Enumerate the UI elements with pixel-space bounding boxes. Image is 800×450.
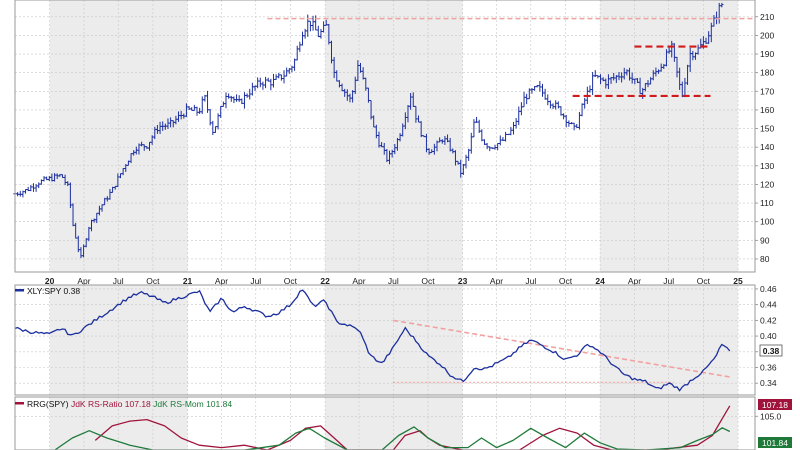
date-tick-label: Apr: [490, 276, 503, 286]
y-tick-label: 170: [760, 86, 774, 96]
year-band: [325, 285, 463, 395]
rrg-legend: RRG(SPY) JdK RS-Ratio 107.18 JdK RS-Mom …: [15, 399, 232, 409]
year-band: [325, 397, 463, 450]
rs-legend: XLY:SPY 0.38: [15, 286, 80, 296]
rrg-legend-prefix: RRG(SPY): [27, 399, 69, 409]
date-tick-label: 23: [458, 276, 468, 286]
date-tick-label: Oct: [284, 276, 298, 286]
rrg-mom-value: 101.84: [762, 438, 788, 448]
y-tick-label: 110: [760, 198, 774, 208]
y-tick-label: 190: [760, 49, 774, 59]
y-tick-label: 105.0: [760, 411, 782, 421]
date-tick-label: Jul: [250, 276, 261, 286]
y-tick-label: 150: [760, 124, 774, 134]
year-band: [600, 0, 739, 272]
y-tick-label: 90: [760, 235, 770, 245]
year-band: [49, 0, 188, 272]
date-tick-label: 24: [595, 276, 605, 286]
rrg-last-value-mom-badge: 101.84: [758, 437, 792, 448]
rrg-mom-box: [758, 437, 792, 448]
price-annotations: [267, 17, 755, 98]
year-band: [325, 0, 463, 272]
date-tick-label: Apr: [352, 276, 365, 286]
date-tick-label: Oct: [421, 276, 435, 286]
year-shading: [49, 0, 739, 272]
y-tick-label: 210: [760, 12, 774, 22]
rrg-ratio-box: [758, 399, 792, 410]
y-tick-label: 0.46: [760, 284, 777, 294]
date-tick-label: 20: [45, 276, 55, 286]
date-tick-label: Apr: [628, 276, 641, 286]
date-tick-label: Jul: [388, 276, 399, 286]
y-tick-label: 130: [760, 161, 774, 171]
rs-legend-swatch: [15, 289, 24, 292]
date-tick-label: 22: [320, 276, 330, 286]
rrg-legend-mom: JdK RS-Mom 101.84: [153, 399, 232, 409]
rs-panel-frame: [14, 284, 756, 396]
y-tick-label: 0.40: [760, 331, 777, 341]
date-axis-labels: 20 Apr Jul Oct 21 Apr Jul Oct 22 Apr Jul Oct 23 Apr Ju…: [45, 276, 743, 286]
y-tick-label: 80: [760, 254, 770, 264]
rrg-last-value-ratio-badge: 107.18: [758, 399, 792, 410]
y-tick-label: 0.34: [760, 378, 777, 388]
rrg-panel: 105.0 RRG(SPY) JdK RS-Ratio 107.18 JdK R…: [14, 396, 792, 450]
y-tick-label: 180: [760, 68, 774, 78]
price-bars: [13, 2, 724, 259]
date-tick-label: 21: [183, 276, 193, 286]
date-tick-label: 25: [733, 276, 743, 286]
date-tick-label: Jul: [663, 276, 674, 286]
date-tick-label: Jul: [113, 276, 124, 286]
rs-last-value: 0.38: [763, 346, 780, 356]
y-tick-label: 100: [760, 217, 774, 227]
y-tick-label: 0.44: [760, 300, 777, 310]
price-panel-frame: [14, 0, 756, 273]
date-tick-label: Oct: [146, 276, 160, 286]
y-tick-label: 120: [760, 179, 774, 189]
year-band: [600, 285, 739, 395]
y-tick-label: 160: [760, 105, 774, 115]
date-tick-label: Oct: [559, 276, 573, 286]
date-tick-label: Jul: [525, 276, 536, 286]
rrg-legend-swatch: [15, 402, 24, 405]
rrg-legend-text: RRG(SPY) JdK RS-Ratio 107.18 JdK RS-Mom …: [27, 399, 232, 409]
rrg-series-line: [94, 405, 731, 450]
y-tick-label: 0.42: [760, 315, 777, 325]
price-grid: [15, 0, 758, 272]
y-tick-label: 140: [760, 142, 774, 152]
rrg-y-axis-labels: 105.0: [760, 411, 782, 421]
rs-last-value-badge: 0.38: [759, 344, 783, 357]
y-tick-label: 0.36: [760, 363, 777, 373]
rrg-legend-ratio: JdK RS-Ratio 107.18: [71, 399, 151, 409]
rs-line-group: [14, 289, 731, 392]
year-band: [600, 397, 739, 450]
date-tick-label: Apr: [215, 276, 228, 286]
price-y-axis-labels: 80 90 100 110 120 130 140 150 160 170 180 190 200 210: [760, 12, 774, 264]
relative-strength-panel: 0.46 0.44 0.42 0.40 0.38 0.36 0.34 XLY:SPY 0.3…: [14, 284, 783, 396]
rs-trend-line: [393, 319, 730, 378]
rs-last-value-box: [759, 344, 783, 357]
rrg-ratio-value: 107.18: [762, 400, 788, 410]
year-band: [49, 285, 188, 395]
price-panel: 80 90 100 110 120 130 140 150 160 170 180 190 200 210…: [13, 0, 774, 286]
y-tick-label: 200: [760, 30, 774, 40]
rrg-panel-frame: [14, 396, 756, 450]
rs-annotations: [393, 319, 730, 384]
rs-year-shading: [49, 285, 739, 395]
rs-legend-label: XLY:SPY 0.38: [27, 286, 80, 296]
date-tick-label: Oct: [697, 276, 711, 286]
date-tick-label: Apr: [77, 276, 90, 286]
rs-series-line: [14, 289, 731, 392]
rs-grid: [15, 285, 758, 395]
